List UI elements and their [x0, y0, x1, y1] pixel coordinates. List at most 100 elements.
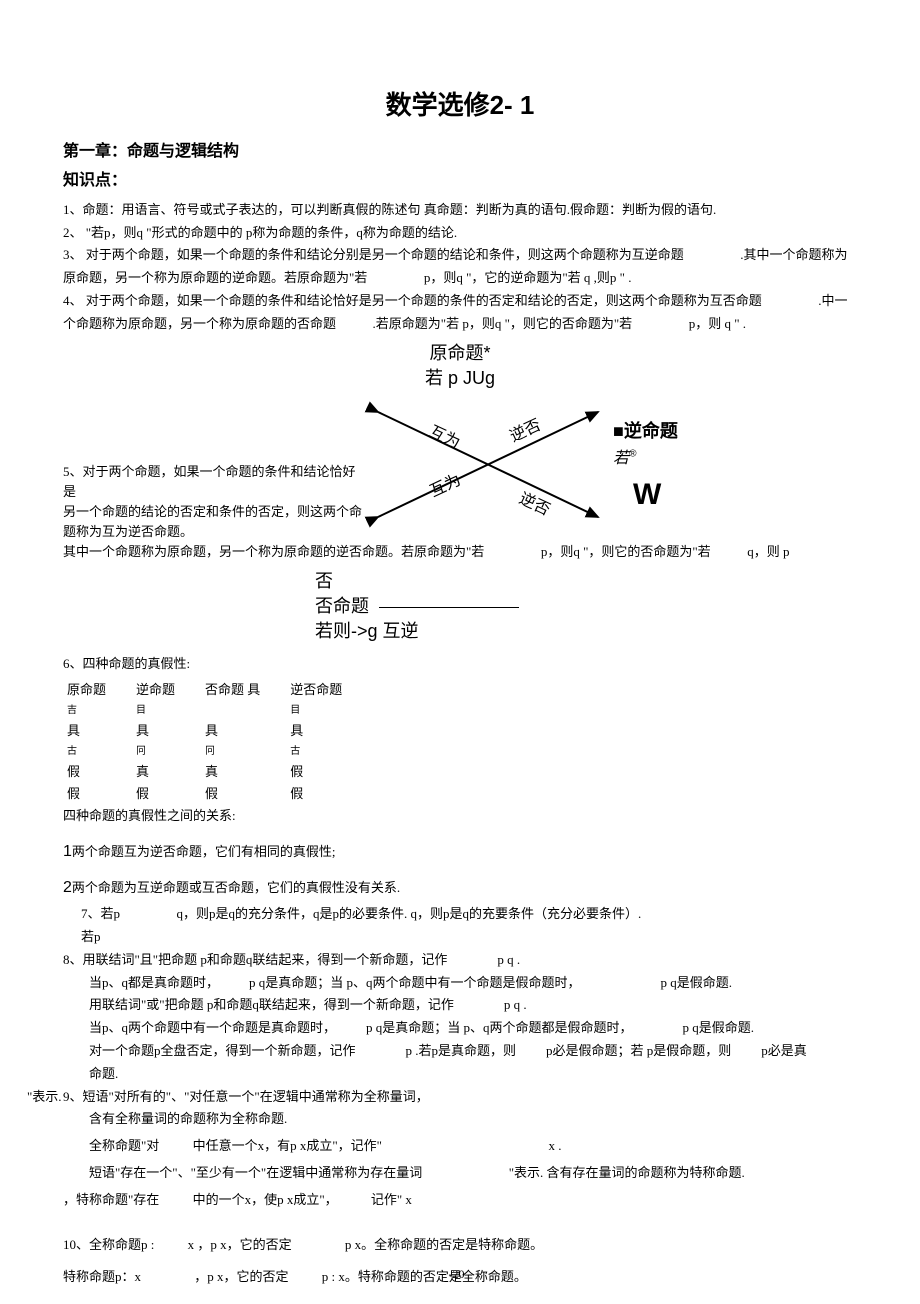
p8l2c: p q是假命题. — [661, 975, 733, 990]
point-7c: 若p — [81, 927, 895, 948]
p7a: 7、若p — [81, 906, 120, 921]
th3: 否命题 具 — [201, 679, 286, 702]
p8l5b: p .若p是真命题，则 — [406, 1043, 517, 1058]
cell: 具 — [201, 720, 286, 743]
cell: 假 — [132, 783, 201, 806]
svg-text:互为: 互为 — [426, 422, 463, 452]
table-row: 假真真假 — [63, 761, 368, 784]
cell — [201, 702, 286, 720]
converse-label: ■■逆命题逆命题 若® W — [613, 417, 678, 519]
p8l1b: p q . — [497, 952, 520, 967]
p8l1a: 8、用联结词"且"把命题 p和命题q联结起来，得到一个新命题，记作 — [63, 952, 447, 967]
p8l3a: 用联结词"或"把命题 p和命题q联结起来，得到一个新命题，记作 — [89, 997, 454, 1012]
cross-arrows-icon: 互为 逆否 互为 逆否 — [363, 397, 613, 537]
point-5d: 其中一个命题称为原命题，另一个称为原命题的逆否命题。若原命题为"若 p，则q "… — [63, 542, 895, 563]
arrow1-line1: 原命题* — [25, 341, 895, 366]
cell: 具 — [63, 720, 132, 743]
table-row: 具具具具 — [63, 720, 368, 743]
p9l3a: 全称命题"对 — [89, 1138, 159, 1153]
p7b: q，则p是q的充分条件，q是p的必要条件. q，则p是q的充要条件（充分必要条件… — [177, 906, 642, 921]
table-header: 原命题 逆命题 否命题 具 逆否命题 — [63, 679, 368, 702]
cell: 具 — [132, 720, 201, 743]
w-symbol: W — [633, 471, 678, 519]
p10l1a: 10、全称命题p : — [63, 1237, 154, 1252]
th2: 逆命题 — [132, 679, 201, 702]
chapter-heading: 第一章：命题与逻辑结构 — [63, 139, 895, 165]
p9l2: 含有全称量词的命题称为全称命题. — [89, 1109, 895, 1130]
svg-text:互为: 互为 — [427, 471, 464, 501]
p8l2b: p q是真命题；当 p、q两个命题中有一个命题是假命题时， — [249, 975, 581, 990]
table-row: 古冋冋古 — [63, 743, 368, 761]
cross-diagram: 互为 逆否 互为 逆否 ■■逆命题逆命题 若® W 5、对于两个命题，如果一个命… — [63, 397, 893, 542]
point-9: 9、短语"对所有的"、"对任意一个"在逻辑中通常称为全称量词， 含有全称量词的命… — [63, 1087, 895, 1211]
cell: 假 — [286, 783, 368, 806]
cell: 假 — [286, 761, 368, 784]
relation-2: 2两个命题为互逆命题或互否命题，它们的真假性没有关系. — [63, 875, 895, 901]
p5a: 5、对于两个命题，如果一个命题的条件和结论恰好是 — [63, 464, 356, 499]
p8l3b: p q . — [504, 997, 527, 1012]
cell: 具 — [286, 720, 368, 743]
arrow1-line2: 若 p JUg — [25, 366, 895, 391]
p4b-text: 个命题称为原命题，另一个称为原命题的否命题 — [63, 316, 336, 331]
original-proposition-label: 原命题* 若 p JUg — [25, 341, 895, 391]
p8l5c: p必是假命题；若 p是假命题，则 — [546, 1043, 731, 1058]
cell: 古 — [63, 743, 132, 761]
table-row: 假假假假 — [63, 783, 368, 806]
point-3b: 原命题，另一个称为原命题的逆命题。若原命题为"若 p，则q "，它的逆命题为"若… — [63, 268, 895, 289]
p8l2a: 当p、q都是真命题时， — [89, 975, 219, 990]
negation-label-block: 否 否命题 若则->g 互逆 — [315, 569, 895, 645]
cell: 真 — [201, 761, 286, 784]
p9l3c: x . — [548, 1138, 561, 1153]
th1: 原命题 — [63, 679, 132, 702]
point-7: 7、若p q，则p是q的充分条件，q是p的必要条件. q，则p是q的充要条件（充… — [81, 904, 895, 925]
p5d-a: 其中一个命题称为原命题，另一个称为原命题的逆否命题。若原命题为"若 — [63, 544, 484, 559]
cell: 假 — [63, 761, 132, 784]
point-1: 1、命题：用语言、符号或式子表达的，可以判断真假的陈述句 真命题：判断为真的语句… — [63, 200, 895, 221]
table-row: 吉目目 — [63, 702, 368, 720]
p3a-text: 3、 对于两个命题，如果一个命题的条件和结论分别是另一个命题的结论和条件，则这两… — [63, 247, 684, 262]
p8l5a: 对一个命题p全盘否定，得到一个新命题，记作 — [89, 1043, 356, 1058]
arrow2-l2a: 否命题 — [315, 596, 369, 616]
p9l5c: 记作" x — [371, 1192, 412, 1207]
point-3a: 3、 对于两个命题，如果一个命题的条件和结论分别是另一个命题的结论和条件，则这两… — [63, 245, 895, 266]
p5d-c: q，则 p — [747, 544, 789, 559]
p8l4a: 当p、q两个命题中有一个命题是真命题时， — [89, 1020, 336, 1035]
point-4a: 4、 对于两个命题，如果一个命题的条件和结论恰好是另一个命题的条件的否定和结论的… — [63, 291, 895, 312]
arrow2-l1: 否 — [315, 569, 895, 594]
point-4b: 个命题称为原命题，另一个称为原命题的否命题 .若原命题为"若 p，则q "，则它… — [63, 314, 895, 335]
p8l6: 命题. — [89, 1064, 895, 1085]
p10l1c: p x。全称命题的否定是特称命题。 — [345, 1237, 543, 1252]
blank-line — [379, 607, 519, 608]
p3b-text: 原命题，另一个称为原命题的逆命题。若原命题为"若 — [63, 270, 367, 285]
cell: 目 — [286, 702, 368, 720]
p5d-b: p，则q "，则它的否命题为"若 — [541, 544, 711, 559]
hanging-quote: "表示. — [27, 1087, 62, 1108]
th4: 逆否命题 — [286, 679, 368, 702]
cell: 古 — [286, 743, 368, 761]
cell: 假 — [63, 783, 132, 806]
cell: 吉 — [63, 702, 132, 720]
page-number: -20 - — [0, 1265, 920, 1284]
doc-title: 数学选修2- 1 — [25, 85, 895, 127]
point-5-wrap: 5、对于两个命题，如果一个命题的条件和结论恰好是 另一个命题的结论的否定和条件的… — [63, 462, 363, 543]
p9l4b: "表示. 含有存在量词的命题称为特称命题. — [509, 1165, 745, 1180]
p4b-mid: .若原命题为"若 p，则q "，则它的否命题为"若 — [373, 316, 633, 331]
reg-mark: ® — [629, 448, 636, 459]
point-6: 6、四种命题的真假性: — [63, 654, 895, 675]
ruo-text: 若 — [613, 450, 629, 467]
p8l4c: p q是假命题. — [683, 1020, 755, 1035]
p4b-end: p，则 q " . — [689, 316, 746, 331]
cell: 真 — [132, 761, 201, 784]
p8l4b: p q是真命题；当 p、q两个命题都是假命题时， — [366, 1020, 633, 1035]
relation-title: 四种命题的真假性之间的关系: — [63, 806, 895, 827]
p5b: 另一个命题的结论的否定和条件的否定，则这两个命 — [63, 504, 362, 519]
cell: 目 — [132, 702, 201, 720]
p5c: 题称为互为逆否命题。 — [63, 524, 193, 539]
p4a-end: .中一 — [818, 293, 847, 308]
arrow2-l3: 若则->g 互逆 — [315, 619, 895, 644]
point-2: 2、 "若p，则q "形式的命题中的 p称为命题的条件，q称为命题的结论. — [63, 223, 895, 244]
p3a-end: .其中一个命题称为 — [740, 247, 847, 262]
cell: 假 — [201, 783, 286, 806]
p9l5b: 中的一个x，使p x成立"， — [193, 1192, 338, 1207]
p9l5a: ，特称命题"存在 — [63, 1192, 159, 1207]
